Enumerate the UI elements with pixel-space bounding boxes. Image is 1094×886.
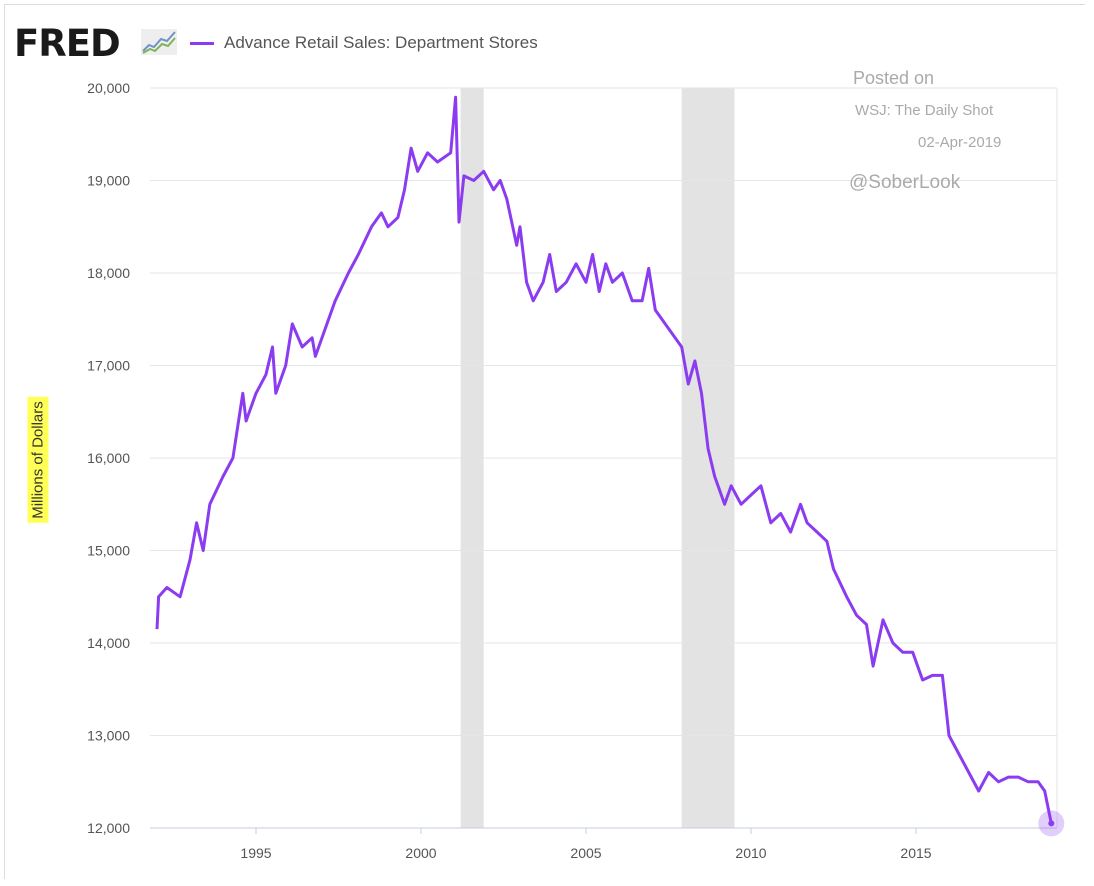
y-tick-label: 12,000 [87, 820, 130, 836]
chart-frame [4, 4, 1085, 879]
posted-on-text: Posted on [853, 68, 935, 88]
y-tick-label: 20,000 [87, 80, 130, 96]
y-tick-label: 16,000 [87, 450, 130, 466]
handle-text: @SoberLook [849, 172, 961, 193]
y-tick-label: 15,000 [87, 543, 130, 559]
fred-chart-icon [141, 29, 177, 55]
y-tick-label: 18,000 [87, 265, 130, 281]
last-point-marker [1048, 820, 1055, 827]
y-tick-label: 14,000 [87, 635, 130, 651]
legend-swatch [190, 41, 214, 45]
y-tick-label: 19,000 [87, 173, 130, 189]
x-tick-label: 2015 [900, 845, 931, 861]
fred-logo[interactable]: FRED [14, 22, 121, 65]
legend-label: Advance Retail Sales: Department Stores [224, 33, 538, 52]
x-tick-label: 2005 [570, 845, 601, 861]
x-tick-label: 2010 [735, 845, 766, 861]
y-tick-label: 13,000 [87, 728, 130, 744]
legend: Advance Retail Sales: Department Stores [190, 33, 538, 53]
y-tick-label: 17,000 [87, 358, 130, 374]
source-text: WSJ: The Daily Shot [855, 102, 994, 119]
series-line [155, 95, 1053, 824]
x-tick-label: 2000 [405, 845, 436, 861]
date-text: 02-Apr-2019 [918, 134, 1002, 151]
x-tick-label: 1995 [240, 845, 271, 861]
